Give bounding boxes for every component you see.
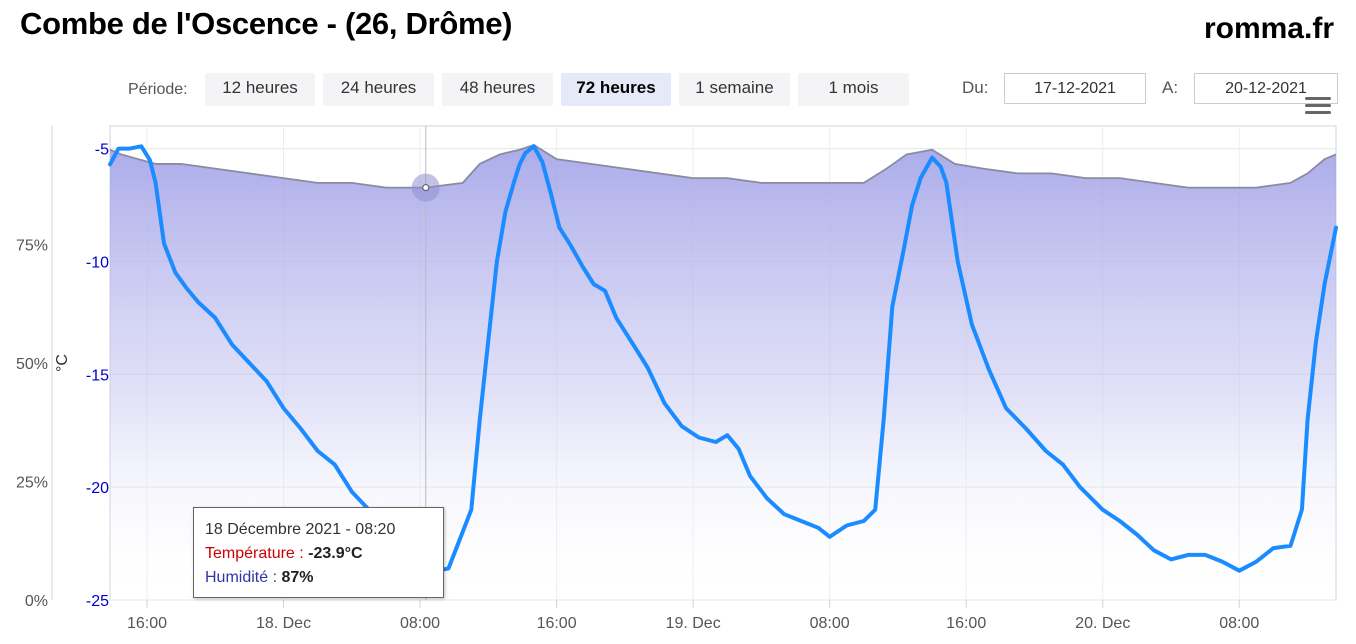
site-brand[interactable]: romma.fr (1203, 12, 1334, 45)
temperature-line (108, 144, 1338, 578)
tooltip-title: 18 Décembre 2021 - 08:20 (205, 521, 396, 538)
hover-humidity-point (422, 184, 430, 192)
humidity-line (109, 143, 1337, 189)
period-12h-button[interactable]: 12 heures (205, 73, 315, 106)
temperature-tick-label: -25 (86, 593, 109, 610)
temperature-tick-label: -15 (86, 367, 109, 384)
humidity-tick-label: 50% (16, 356, 48, 373)
temperature-axis-title: °C (54, 354, 71, 372)
tooltip-humidity-row: Humidité : 87% (205, 566, 432, 590)
temperature-tick-label: -10 (86, 254, 109, 271)
tooltip-hum-value: 87% (281, 569, 314, 586)
period-1month-button[interactable]: 1 mois (798, 73, 909, 106)
period-24h-button[interactable]: 24 heures (323, 73, 434, 106)
tooltip-hum-label: Humidité : (205, 569, 278, 586)
period-72h-button[interactable]: 72 heures (561, 73, 671, 106)
x-tick-label: 16:00 (946, 615, 986, 632)
chart-tooltip: 18 Décembre 2021 - 08:20 Température : -… (193, 507, 444, 598)
tooltip-temperature-row: Température : -23.9°C (205, 542, 432, 566)
x-tick-label: 08:00 (810, 615, 850, 632)
chart-axes: 0% 25% 50% 75% -5 -10 -15 -20 -25 °C 16:00 18. Dec 0… (16, 126, 1259, 632)
temperature-tick-label: -5 (95, 142, 109, 159)
temperature-line-path (108, 144, 1338, 578)
x-tick-label: 20. Dec (1075, 615, 1130, 632)
temperature-tick-label: -20 (86, 480, 109, 497)
humidity-tick-label: 0% (25, 593, 48, 610)
page-title: Combe de l'Oscence - (26, Drôme) (20, 6, 513, 41)
humidity-tick-label: 75% (16, 238, 48, 255)
hamburger-menu-icon[interactable] (1305, 97, 1333, 117)
x-tick-label: 19. Dec (666, 615, 721, 632)
tooltip-temp-value: -23.9°C (308, 545, 363, 562)
to-date-label: A: (1162, 78, 1179, 97)
x-tick-label: 08:00 (400, 615, 440, 632)
period-48h-button[interactable]: 48 heures (442, 73, 553, 106)
x-tick-label: 18. Dec (256, 615, 311, 632)
from-date-label: Du: (962, 78, 989, 97)
humidity-tick-label: 25% (16, 475, 48, 492)
x-tick-label: 16:00 (537, 615, 577, 632)
x-tick-label: 08:00 (1219, 615, 1259, 632)
x-tick-label: 16:00 (127, 615, 167, 632)
period-1week-button[interactable]: 1 semaine (679, 73, 790, 106)
period-label: Période: (128, 81, 188, 98)
from-date-input[interactable] (1004, 73, 1146, 104)
tooltip-temp-label: Température : (205, 545, 304, 562)
humidity-area-fill (110, 145, 1336, 600)
humidity-area (109, 143, 1337, 600)
